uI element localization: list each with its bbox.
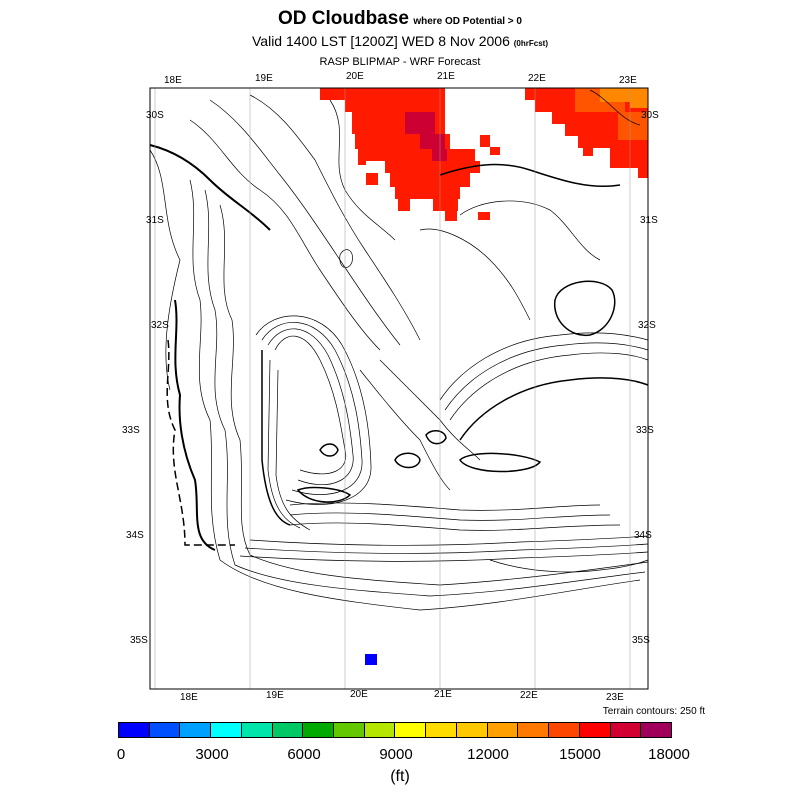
title-main: OD Cloudbase [277, 8, 409, 29]
map-frame [149, 87, 649, 690]
colorbar-swatch [334, 723, 365, 737]
model-name: RASP BLIPMAP - WRF Forecast [319, 56, 481, 68]
colorbar-swatch [211, 723, 242, 737]
right-tick-label: 30S [641, 110, 659, 121]
colorbar-swatch [272, 723, 304, 737]
colorbar-swatch [426, 723, 457, 737]
cloudbase-cells-northeast [525, 88, 648, 178]
top-tick-label: 21E [437, 71, 455, 82]
colorbar-swatch [395, 723, 427, 737]
colorbar-units: (ft) [390, 768, 410, 785]
cloudbase-cells-north [320, 88, 500, 221]
colorbar-swatch [241, 723, 273, 737]
terrain-contours [149, 89, 649, 611]
chart-title: OD Cloudbase where OD Potential > 0 [0, 8, 800, 30]
colorbar-swatch [487, 723, 519, 737]
valid-time-text: Valid 1400 LST [1200Z] WED 8 Nov 2006 [252, 33, 510, 49]
left-tick-label: 31S [146, 215, 164, 226]
top-tick-label: 23E [619, 75, 637, 86]
colorbar-swatch [579, 723, 611, 737]
colorbar-swatch [456, 723, 488, 737]
cloudbase-field [320, 88, 648, 665]
colorbar-swatch [149, 723, 181, 737]
bottom-tick-label: 19E [266, 690, 284, 701]
valid-time: Valid 1400 LST [1200Z] WED 8 Nov 2006 (0… [0, 33, 800, 49]
colorbar-swatch [119, 723, 150, 737]
cloudbase-cell-south [365, 654, 377, 665]
top-tick-label: 22E [528, 73, 546, 84]
left-tick-label: 34S [126, 530, 144, 541]
bottom-tick-label: 22E [520, 690, 538, 701]
cloudbase-cells-north-high [405, 112, 447, 161]
colorbar-label: 9000 [379, 746, 413, 763]
right-tick-label: 32S [638, 320, 656, 331]
bottom-tick-label: 20E [350, 689, 368, 700]
top-tick-label: 18E [164, 75, 182, 86]
left-tick-label: 33S [122, 425, 140, 436]
colorbar-swatch [303, 723, 335, 737]
right-tick-label: 35S [632, 635, 650, 646]
left-tick-label: 32S [151, 320, 169, 331]
left-tick-label: 30S [146, 110, 164, 121]
colorbar-swatch [641, 723, 671, 737]
colorbar-label: 12000 [467, 746, 509, 763]
colorbar-label: 6000 [287, 746, 321, 763]
bottom-tick-label: 21E [434, 689, 452, 700]
top-tick-label: 19E [255, 73, 273, 84]
colorbar-label: 18000 [648, 746, 690, 763]
bottom-tick-label: 23E [606, 692, 624, 703]
colorbar-label: 15000 [559, 746, 601, 763]
colorbar-swatch [180, 723, 212, 737]
colorbar [118, 722, 672, 738]
left-tick-label: 35S [130, 635, 148, 646]
forecast-tag: (0hrFcst) [513, 39, 548, 48]
right-tick-label: 31S [640, 215, 658, 226]
map-grid [154, 88, 631, 689]
colorbar-swatch [610, 723, 642, 737]
terrain-contour-note: Terrain contours: 250 ft [602, 706, 705, 717]
colorbar-label: 3000 [195, 746, 229, 763]
right-tick-label: 34S [634, 530, 652, 541]
right-tick-label: 33S [636, 425, 654, 436]
title-qualifier: where OD Potential > 0 [413, 16, 522, 27]
colorbar-swatch [549, 723, 580, 737]
bottom-tick-label: 18E [180, 692, 198, 703]
top-tick-label: 20E [346, 71, 364, 82]
colorbar-label: 0 [116, 746, 126, 763]
colorbar-swatch [518, 723, 550, 737]
colorbar-swatch [364, 723, 396, 737]
